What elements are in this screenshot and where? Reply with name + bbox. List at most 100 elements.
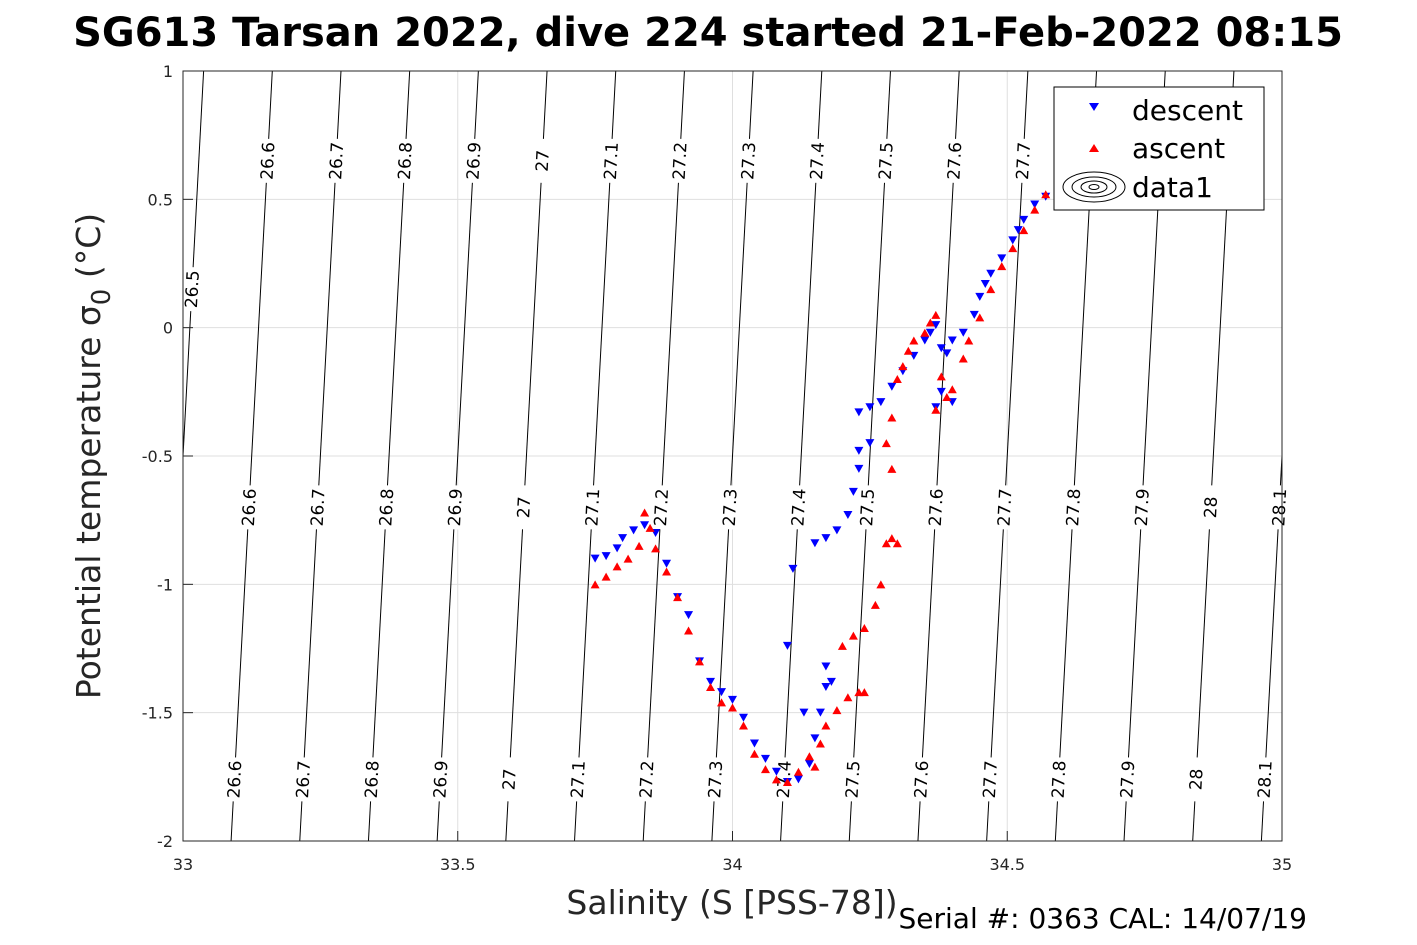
ascent-point (760, 765, 770, 774)
ascent-series (590, 190, 1051, 786)
descent-point (843, 511, 853, 520)
contour-label-gap (306, 484, 329, 530)
ascent-point (887, 464, 897, 473)
contour-label: 27 (533, 150, 554, 173)
ascent-point (821, 721, 831, 730)
ascent-point (810, 762, 820, 771)
contour-label: 26.8 (395, 141, 417, 180)
ascent-point (771, 775, 781, 784)
ascent-point (931, 405, 941, 414)
chart-title: SG613 Tarsan 2022, dive 224 started 21-F… (73, 10, 1343, 56)
descent-point (936, 387, 946, 396)
contour-label-gap (223, 756, 246, 802)
contour-label: 27.3 (720, 488, 742, 527)
density-contour-line (986, 71, 1029, 841)
contour-label-gap (924, 484, 947, 530)
density-contour-line (917, 71, 960, 841)
y-axis-label-sigma: σ (69, 305, 108, 326)
descent-point (815, 708, 825, 717)
ascent-point (942, 392, 952, 401)
ascent-point (931, 310, 941, 319)
descent-point (958, 328, 968, 337)
ascent-point (640, 508, 650, 517)
contour-label-gap (1047, 756, 1070, 802)
x-tick-label: 35 (1272, 855, 1292, 874)
ascent-point (623, 554, 633, 563)
ascent-point (892, 539, 902, 548)
contour-label: 27.8 (1049, 760, 1071, 799)
contour-label: 26.9 (464, 141, 486, 180)
contour-label: 26.6 (239, 488, 261, 527)
legend-data1-label: data1 (1132, 171, 1213, 204)
density-contour-line (230, 71, 273, 841)
contour-label-gap (718, 484, 741, 530)
ascent-point (815, 739, 825, 748)
descent-point (848, 487, 858, 496)
descent-point (947, 336, 957, 345)
ascent-point (590, 580, 600, 589)
contour-label-gap (649, 484, 673, 530)
ascent-point (903, 346, 913, 355)
contour-label: 28.1 (1269, 488, 1291, 527)
ascent-point (749, 749, 759, 758)
ascent-point (612, 562, 622, 571)
descent-point (684, 611, 694, 620)
density-contour-line (711, 71, 754, 841)
descent-point (788, 564, 798, 573)
contour-label-gap (1184, 756, 1208, 802)
ascent-point (804, 752, 814, 761)
contour-label-gap (180, 266, 204, 312)
x-axis-ticks: 33 33.5 34 34.5 35 (173, 831, 1292, 874)
descent-point (749, 739, 759, 748)
ascent-point (601, 572, 611, 581)
ascent-point (1030, 205, 1040, 214)
descent-point (601, 552, 611, 561)
y-tick-label: -2 (157, 832, 173, 851)
density-contour-line (367, 71, 411, 841)
descent-point (854, 408, 864, 417)
contour-label: 27.5 (843, 760, 865, 799)
density-contour-line (574, 71, 617, 841)
ascent-point (887, 534, 897, 543)
descent-point (1013, 226, 1023, 235)
ascent-point (738, 721, 748, 730)
contour-label-gap (1268, 484, 1291, 530)
descent-point (942, 349, 952, 358)
contour-label-gap (1116, 756, 1139, 802)
descent-point (931, 321, 941, 330)
x-tick-label: 33.5 (440, 855, 476, 874)
contour-label-gap (256, 138, 279, 184)
contour-label: 27.9 (1132, 488, 1154, 527)
density-contour-line (848, 71, 891, 841)
contour-label-gap (325, 138, 348, 184)
contour-label-gap (291, 756, 315, 802)
contour-label-gap (566, 756, 589, 802)
ascent-point (898, 362, 908, 371)
contour-label-gap (531, 138, 554, 184)
density-contour-line (642, 71, 685, 841)
contour-label: 27.6 (944, 141, 966, 180)
contour-label: 28 (1186, 768, 1207, 791)
contour-label-gap (393, 138, 417, 184)
ascent-point (782, 777, 792, 786)
descent-point (717, 688, 727, 697)
contour-label: 27.2 (637, 760, 659, 799)
y-tick-label: -1.5 (142, 704, 173, 723)
descent-point (832, 526, 842, 535)
descent-point (760, 754, 770, 763)
ascent-point (920, 328, 930, 337)
contour-label-gap (787, 484, 810, 530)
descent-point (706, 677, 716, 686)
density-contour-line (1260, 446, 1282, 841)
descent-point (618, 534, 628, 543)
ascent-point (925, 318, 935, 327)
density-contour-labels: 26.5 26.6 26.6 26.6 26.7 26.7 26.7 26.8 26.8 26.8… (180, 138, 1291, 802)
contour-label-gap (668, 138, 691, 184)
ascent-point (870, 600, 880, 609)
contour-label: 26.9 (430, 760, 452, 799)
density-contour-line (299, 71, 342, 841)
ascent-point (695, 657, 705, 666)
legend-contour-icon (1062, 171, 1126, 203)
ascent-point (651, 544, 661, 553)
ascent-point (645, 523, 655, 532)
